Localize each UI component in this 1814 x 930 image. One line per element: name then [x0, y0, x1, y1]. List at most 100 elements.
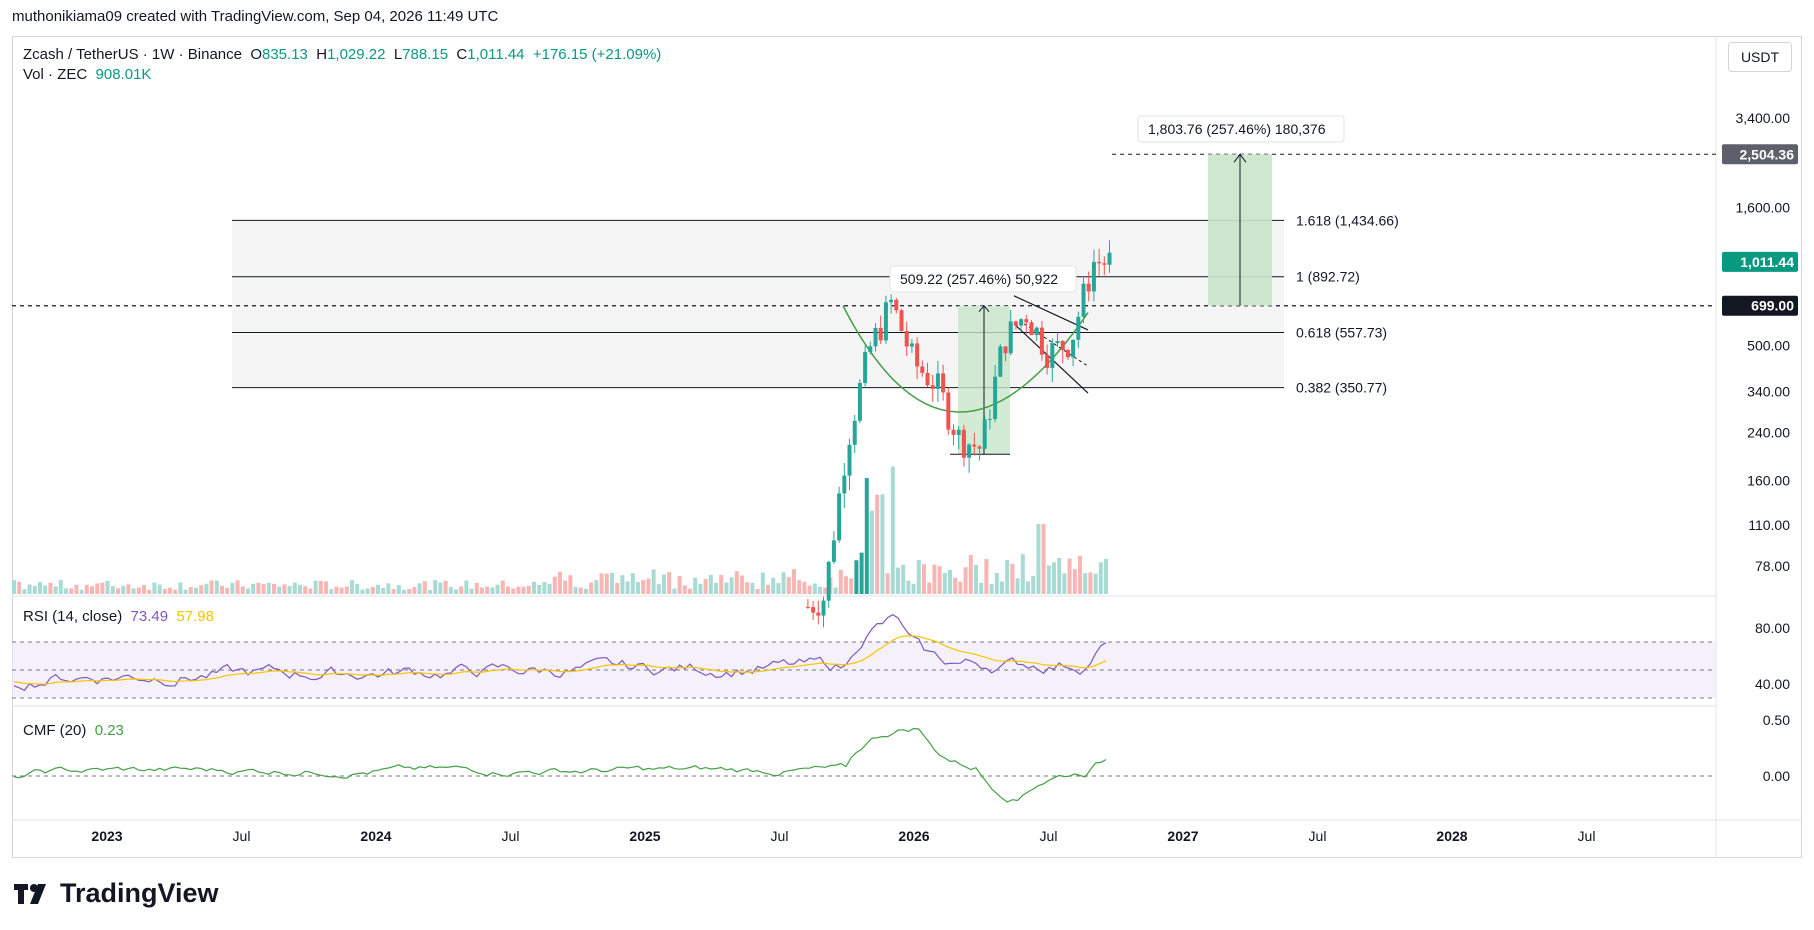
target-price-badge-bg	[1722, 144, 1798, 165]
price-tick-label: 240.00	[1747, 425, 1790, 441]
volume-bar	[558, 571, 562, 594]
volume-bar	[932, 564, 937, 594]
volume-bar	[58, 580, 63, 594]
candle-body	[930, 385, 935, 389]
measure-label-pattern-box	[889, 265, 1077, 293]
volume-bar	[979, 582, 984, 594]
volume-bar	[864, 478, 869, 594]
time-tick-label: 2023	[91, 828, 122, 844]
candle-body	[1065, 350, 1070, 358]
rsi-tick-label: 80.00	[1755, 620, 1790, 636]
candle-body	[951, 429, 956, 435]
volume-bar	[776, 583, 781, 594]
volume-bar	[22, 589, 27, 594]
volume-bar	[318, 580, 323, 594]
candle-body	[811, 607, 816, 613]
volume-bar	[625, 581, 630, 594]
volume-bar	[589, 582, 594, 594]
volume-bar	[1088, 572, 1093, 594]
volume-bar	[958, 581, 963, 594]
volume-bar	[911, 583, 916, 594]
candle-body	[977, 446, 982, 449]
volume-bar	[126, 584, 131, 594]
volume-bar	[84, 584, 89, 594]
candle-body	[1019, 319, 1024, 326]
candle-body	[1060, 341, 1065, 351]
candle-body	[956, 429, 961, 435]
cmf-label[interactable]: CMF (20)	[23, 722, 87, 739]
volume-bar	[365, 588, 370, 594]
candle-body	[1081, 283, 1086, 317]
candle-body	[1102, 263, 1107, 265]
volume-bar	[755, 588, 760, 594]
candle-body	[873, 327, 878, 347]
candle-body	[1013, 321, 1018, 326]
high-value: 1,029.22	[327, 46, 386, 63]
rsi-label[interactable]: RSI (14, close)	[23, 608, 123, 625]
fib-level-label: 0.382 (350.77)	[1296, 380, 1387, 396]
rsi-legend: RSI (14, close) 73.49 57.98	[23, 608, 214, 625]
candle-body	[925, 372, 930, 386]
volume-bar	[27, 584, 32, 594]
candle-body	[883, 302, 888, 341]
volume-bar	[812, 583, 817, 594]
volume-bar	[1083, 573, 1088, 594]
volume-bar	[485, 586, 490, 594]
time-tick-label: Jul	[233, 828, 251, 844]
volume-bar	[1072, 569, 1077, 594]
volume-bar	[381, 587, 386, 594]
volume-bar	[147, 589, 152, 594]
volume-bar	[604, 573, 609, 594]
candle-body	[831, 540, 836, 562]
tradingview-logo: TradingView	[14, 878, 219, 909]
candle-body	[972, 444, 977, 447]
candle-body	[1003, 346, 1008, 354]
candle-body	[852, 420, 857, 445]
volume-bar	[69, 588, 74, 594]
volume-bar	[142, 584, 146, 594]
symbol-title[interactable]: Zcash / TetherUS · 1W · Binance	[23, 46, 242, 63]
volume-label[interactable]: Vol · ZEC	[23, 66, 88, 83]
candle-body	[857, 382, 862, 421]
volume-bar	[116, 588, 120, 594]
candle-body	[1024, 319, 1029, 323]
candle-body	[1086, 283, 1091, 292]
volume-bar	[53, 586, 58, 594]
volume-bar	[844, 576, 848, 594]
level-price-badge-bg	[1722, 295, 1798, 316]
volume-bar	[157, 584, 162, 594]
volume-bar	[324, 581, 328, 594]
volume-bar	[797, 580, 802, 594]
cmf-line	[13, 727, 1107, 803]
volume-bar	[79, 589, 84, 594]
symbol-legend: Zcash / TetherUS · 1W · Binance O835.13 …	[23, 46, 661, 63]
volume-bar	[220, 585, 224, 594]
candle-body	[1050, 343, 1055, 368]
candle-body	[1055, 341, 1060, 344]
volume-bar	[1000, 581, 1004, 594]
volume-legend: Vol · ZEC 908.01K	[23, 66, 151, 83]
volume-bar	[573, 586, 578, 594]
volume-bar	[937, 566, 942, 594]
candle-body	[1008, 321, 1013, 354]
volume-bar	[740, 575, 744, 594]
volume-bar	[1046, 565, 1051, 594]
price-tick-label: 3,400.00	[1736, 110, 1791, 126]
volume-bar	[714, 582, 718, 594]
low-label: L	[393, 46, 403, 63]
volume-bar	[880, 494, 885, 594]
volume-bar	[672, 588, 677, 594]
volume-bar	[110, 586, 115, 594]
candle-body	[894, 299, 899, 311]
volume-bar	[724, 582, 729, 594]
volume-bar	[17, 581, 22, 594]
volume-bar	[464, 580, 469, 594]
currency-button[interactable]: USDT	[1728, 42, 1792, 72]
volume-bar	[641, 580, 646, 594]
volume-bar	[599, 573, 604, 594]
candle-body	[904, 330, 909, 347]
candle-body	[1034, 327, 1039, 336]
volume-bar	[1062, 573, 1067, 594]
rsi-ma-value: 57.98	[176, 608, 214, 625]
